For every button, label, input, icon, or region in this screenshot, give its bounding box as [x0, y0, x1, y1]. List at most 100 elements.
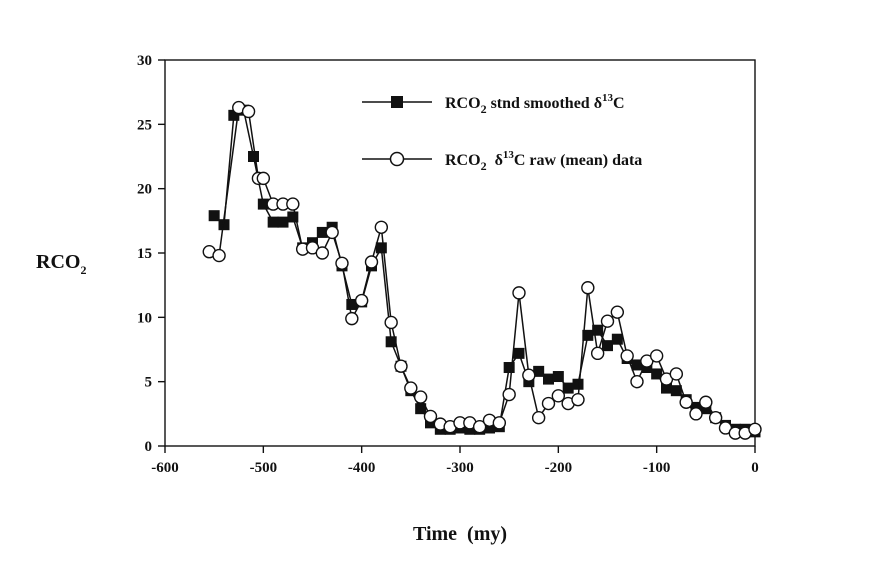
data-point-smoothed-37 — [572, 378, 584, 390]
axis-ticks — [158, 59, 756, 453]
data-point-smoothed-39 — [592, 324, 604, 336]
data-point-raw-11 — [315, 246, 330, 260]
data-point-smoothed-47 — [670, 385, 682, 397]
data-point-smoothed-45 — [651, 368, 663, 380]
legend-smoothed-a: RCO — [445, 95, 481, 112]
data-point-raw-43 — [630, 374, 644, 389]
data-point-raw-15 — [354, 293, 369, 308]
data-point-raw-34 — [541, 396, 556, 411]
data-point-smoothed-2 — [228, 109, 240, 121]
y-tick-label-5: 25 — [137, 117, 152, 133]
data-point-raw-22 — [423, 409, 438, 424]
data-point-smoothed-14 — [346, 298, 358, 310]
x-tick-label-1: -500 — [250, 460, 278, 476]
data-point-raw-30 — [502, 387, 516, 402]
data-point-raw-45 — [649, 349, 664, 363]
series-0 — [208, 104, 761, 438]
data-point-smoothed-43 — [631, 359, 643, 371]
data-point-raw-41 — [610, 305, 625, 319]
y-tick-label-6: 30 — [137, 53, 152, 69]
data-point-smoothed-7 — [277, 216, 289, 228]
data-point-smoothed-46 — [661, 382, 672, 394]
data-point-raw-38 — [581, 281, 595, 295]
legend: RCO2 stnd smoothed δ13C RCO2 δ13C raw (m… — [362, 92, 642, 173]
x-tick-label-4: -200 — [545, 460, 573, 476]
legend-smoothed-sub: 2 — [481, 102, 487, 116]
data-point-raw-13 — [335, 256, 349, 270]
x-axis-label: Time (my) — [413, 523, 507, 545]
data-point-smoothed-0 — [208, 210, 220, 222]
legend-raw-a: RCO — [445, 152, 481, 169]
data-point-raw-17 — [374, 220, 389, 234]
legend-raw-delta: δ — [495, 152, 503, 169]
data-point-smoothed-38 — [582, 329, 594, 341]
legend-raw-c: C raw (mean) data — [514, 152, 642, 169]
data-point-smoothed-35 — [552, 371, 564, 383]
legend-raw-sub: 2 — [481, 159, 487, 173]
data-point-raw-27 — [472, 420, 487, 434]
data-point-smoothed-8 — [287, 211, 299, 223]
data-point-raw-42 — [620, 349, 634, 363]
data-point-smoothed-5 — [257, 198, 269, 210]
data-point-raw-1 — [212, 248, 226, 263]
data-point-smoothed-17 — [375, 242, 387, 254]
data-point-raw-12 — [325, 225, 339, 240]
legend-smoothed-delta: δ — [594, 95, 602, 112]
series-1 — [202, 100, 762, 440]
data-point-raw-3 — [241, 104, 256, 119]
x-tick-label-2: -400 — [348, 460, 376, 476]
data-point-raw-8 — [286, 197, 300, 211]
data-point-raw-50 — [699, 395, 713, 409]
data-point-smoothed-30 — [503, 362, 515, 374]
data-point-smoothed-34 — [543, 373, 554, 385]
data-point-raw-48 — [679, 395, 693, 409]
data-point-raw-31 — [512, 286, 526, 300]
data-point-raw-14 — [345, 311, 359, 326]
y-axis-label: RCO2 — [36, 251, 86, 277]
legend-marker-filled-square — [391, 96, 403, 108]
data-point-raw-32 — [522, 368, 536, 382]
data-point-raw-21 — [413, 390, 428, 404]
y-tick-label-3: 15 — [137, 246, 152, 262]
data-point-raw-16 — [364, 255, 379, 269]
x-tick-label-3: -300 — [446, 460, 474, 476]
x-tick-label-6: 0 — [751, 460, 759, 476]
data-point-smoothed-40 — [602, 340, 613, 352]
legend-smoothed-b: stnd smoothed — [487, 95, 594, 112]
series-layer — [202, 100, 762, 440]
data-point-raw-19 — [394, 359, 408, 373]
legend-label-raw: RCO2 δ13C raw (mean) data — [445, 149, 642, 173]
data-point-raw-40 — [600, 314, 615, 328]
data-point-raw-35 — [551, 389, 566, 403]
data-point-raw-20 — [404, 381, 418, 395]
legend-label-smoothed: RCO2 stnd smoothed δ13C — [445, 92, 625, 116]
data-point-raw-39 — [590, 346, 605, 361]
legend-raw-b — [487, 152, 495, 169]
y-tick-label-2: 10 — [137, 310, 152, 326]
data-point-raw-55 — [748, 422, 762, 436]
y-tick-label-4: 20 — [137, 182, 152, 198]
data-point-raw-47 — [669, 367, 684, 381]
y-tick-label-1: 5 — [145, 375, 153, 391]
data-point-smoothed-31 — [513, 347, 525, 359]
data-point-smoothed-33 — [533, 365, 545, 377]
data-point-smoothed-6 — [267, 216, 279, 228]
data-point-raw-5 — [256, 171, 271, 186]
data-point-smoothed-41 — [611, 333, 623, 345]
data-point-raw-29 — [492, 416, 507, 430]
data-point-raw-51 — [708, 410, 723, 425]
legend-smoothed-sup: 13 — [602, 92, 614, 104]
x-tick-label-0: -600 — [151, 460, 179, 476]
y-tick-label-0: 0 — [145, 439, 153, 455]
legend-marker-open-circle — [389, 151, 405, 167]
data-point-smoothed-36 — [562, 382, 574, 394]
legend-raw-sup: 13 — [503, 149, 515, 161]
data-point-smoothed-1 — [218, 219, 230, 231]
data-point-smoothed-4 — [248, 151, 259, 162]
x-tick-label-5: -100 — [643, 460, 671, 476]
data-point-raw-33 — [531, 410, 546, 425]
y-axis-label-sub: 2 — [80, 263, 86, 277]
data-point-raw-37 — [571, 392, 585, 407]
legend-smoothed-c: C — [613, 95, 625, 112]
data-point-raw-18 — [384, 315, 398, 330]
